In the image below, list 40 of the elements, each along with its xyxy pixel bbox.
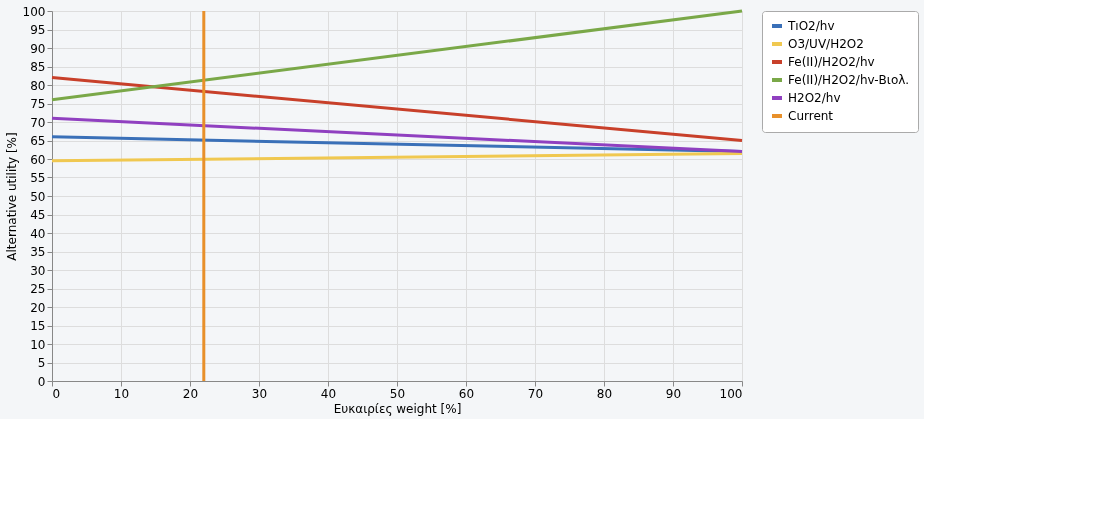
y-tick-label: 30 [30, 263, 46, 278]
x-tick-label: 70 [527, 386, 544, 401]
legend-label: Current [788, 109, 834, 123]
y-tick-label: 80 [30, 78, 46, 93]
y-tick-label: 90 [30, 41, 46, 56]
x-tick-label: 0 [52, 386, 61, 401]
legend-label: Fe(II)/H2O2/hv-Βιολ. [788, 73, 910, 87]
y-tick-label: 15 [30, 319, 46, 333]
x-tick-label: 50 [389, 386, 406, 401]
y-tick-label: 40 [30, 226, 46, 241]
y-tick-label: 65 [30, 134, 46, 148]
x-tick-label: 60 [458, 386, 475, 401]
legend-label: H2O2/hv [788, 91, 841, 105]
y-axis-title: Alternative utility [%] [4, 132, 19, 261]
y-tick-label: 45 [30, 208, 46, 222]
y-tick-label: 0 [37, 374, 46, 389]
legend-label: Fe(II)/H2O2/hv [788, 55, 875, 69]
x-tick-label: 10 [113, 386, 130, 401]
y-tick-label: 20 [30, 300, 46, 315]
y-tick-label: 55 [30, 171, 46, 185]
y-tick-label: 100 [22, 4, 46, 19]
y-tick-label: 10 [30, 337, 46, 352]
y-tick-label: 95 [30, 23, 46, 37]
x-tick-label: 100 [719, 386, 743, 401]
y-tick-label: 85 [30, 60, 46, 74]
y-tick-label: 5 [37, 356, 46, 370]
x-tick-label: 40 [320, 386, 337, 401]
legend-label: TıO2/hv [787, 19, 835, 33]
x-tick-label: 80 [596, 386, 613, 401]
y-tick-label: 75 [30, 97, 46, 111]
y-tick-label: 25 [30, 282, 46, 296]
x-tick-label: 90 [665, 386, 682, 401]
y-tick-label: 35 [30, 245, 46, 259]
y-tick-label: 70 [30, 115, 46, 130]
y-tick-label: 60 [30, 152, 46, 167]
x-axis-title: Ευκαιρίες weight [%] [333, 401, 462, 416]
legend-label: O3/UV/H2O2 [788, 37, 864, 51]
x-tick-label: 30 [251, 386, 268, 401]
x-tick-label: 20 [182, 386, 199, 401]
y-tick-label: 50 [30, 189, 46, 204]
